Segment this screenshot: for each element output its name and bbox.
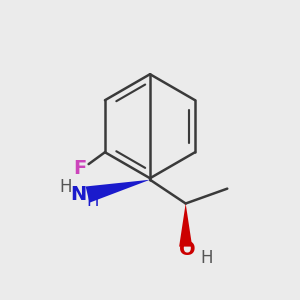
- Text: N: N: [70, 185, 87, 204]
- Text: H: H: [87, 192, 99, 210]
- Text: H: H: [59, 178, 71, 196]
- Polygon shape: [179, 203, 192, 247]
- Text: O: O: [179, 240, 196, 259]
- Text: F: F: [73, 159, 86, 178]
- Text: H: H: [200, 250, 213, 268]
- Polygon shape: [86, 180, 150, 203]
